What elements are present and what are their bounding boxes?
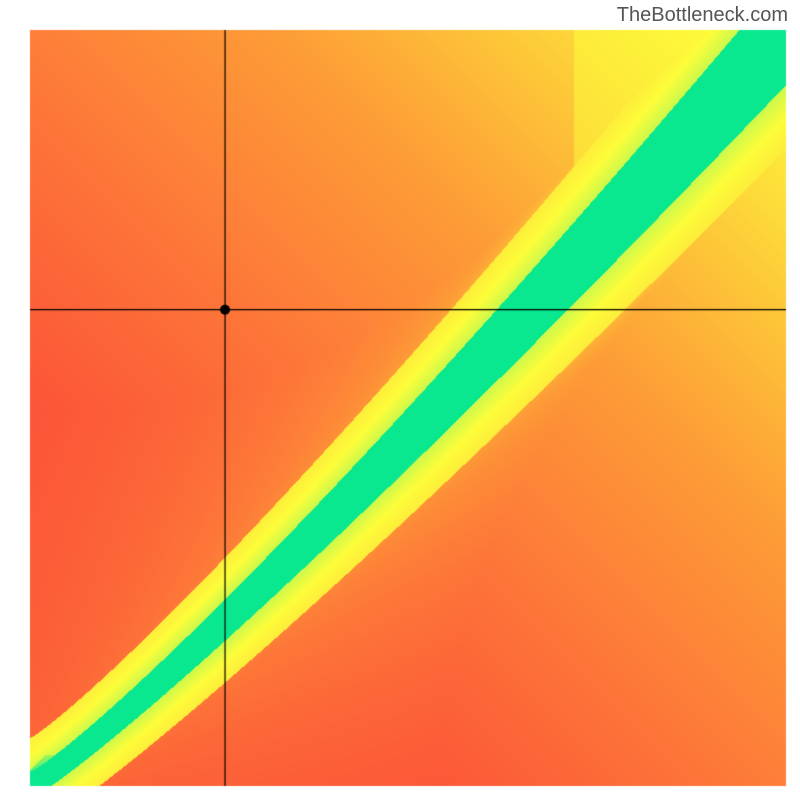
bottleneck-heatmap <box>0 0 800 800</box>
watermark-text: TheBottleneck.com <box>617 4 788 27</box>
chart-container: TheBottleneck.com <box>0 0 800 800</box>
